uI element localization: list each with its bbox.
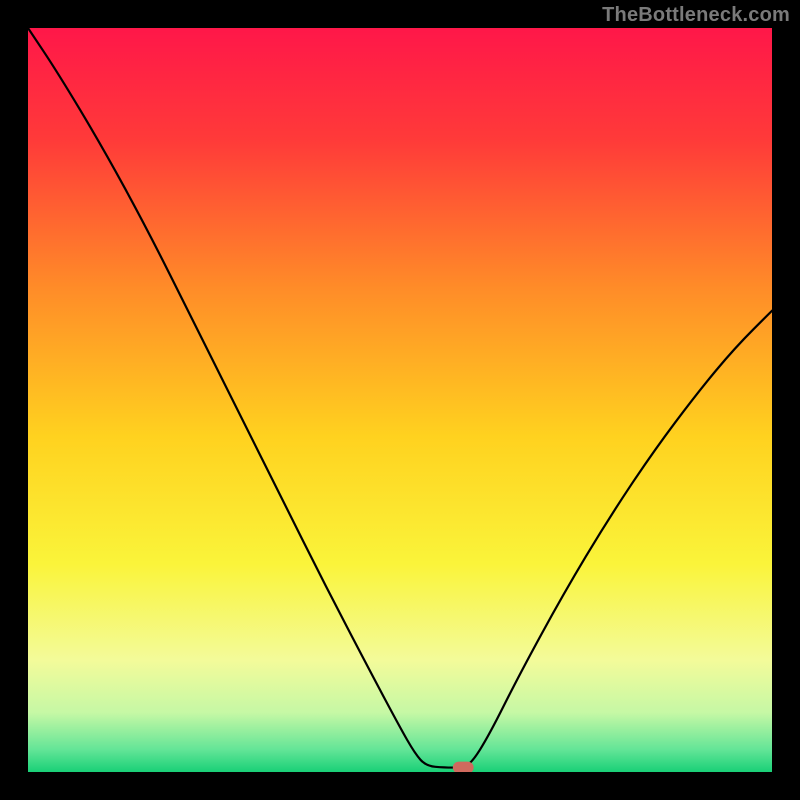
chart-container: TheBottleneck.com <box>0 0 800 800</box>
plot-area <box>28 28 772 772</box>
chart-svg <box>28 28 772 772</box>
watermark-text: TheBottleneck.com <box>602 4 790 27</box>
optimal-marker <box>453 762 474 772</box>
